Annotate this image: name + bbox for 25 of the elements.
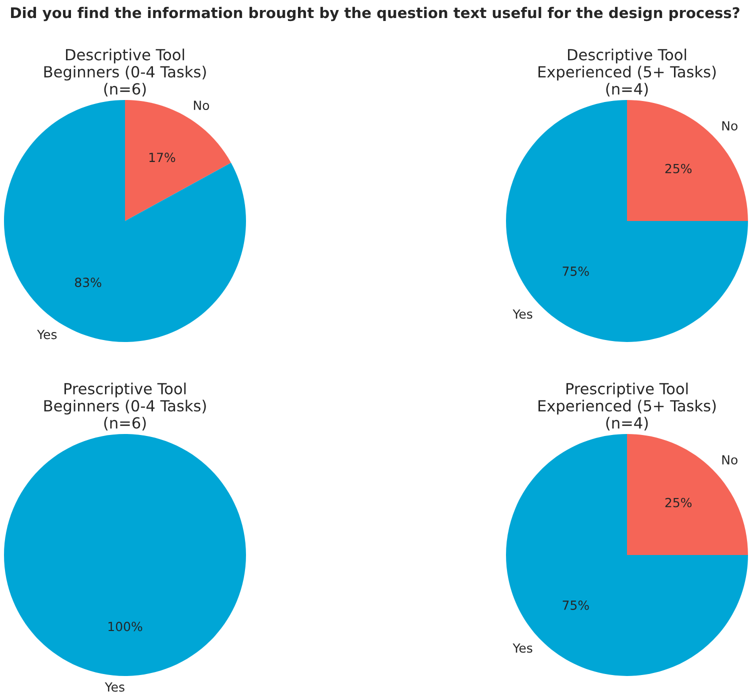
slice-label: Yes <box>512 309 532 319</box>
slice-label: No <box>722 121 738 131</box>
data-label: 83% <box>75 278 102 288</box>
slice-label: Yes <box>37 330 57 340</box>
chart-title: Descriptive Tool Experienced (5+ Tasks) (n=4) <box>538 48 716 96</box>
slice-label: No <box>194 100 210 110</box>
pie-slice <box>125 100 232 221</box>
data-label: 75% <box>562 266 589 276</box>
slice-label: Yes <box>104 682 124 692</box>
chart-title: Prescriptive Tool Experienced (5+ Tasks) (n=4) <box>538 382 716 430</box>
pie-slice <box>627 434 748 555</box>
data-label: 25% <box>665 164 692 174</box>
slice-label: No <box>722 455 738 465</box>
pie-slice <box>627 100 748 221</box>
data-label: 25% <box>665 498 692 508</box>
text: Did you find the information brought by the question text useful for the design process? <box>11 6 740 22</box>
chart-title: Descriptive Tool Beginners (0-4 Tasks) (n=6) <box>44 48 206 96</box>
pie-slice <box>506 434 748 676</box>
pie-slice <box>506 100 748 342</box>
data-label: 75% <box>562 600 589 610</box>
chart-title: Prescriptive Tool Beginners (0-4 Tasks) (n=6) <box>44 382 206 430</box>
data-label: 100% <box>108 622 142 632</box>
slice-label: Yes <box>512 643 532 653</box>
pie-slice <box>4 100 246 342</box>
data-label: 17% <box>149 152 176 162</box>
